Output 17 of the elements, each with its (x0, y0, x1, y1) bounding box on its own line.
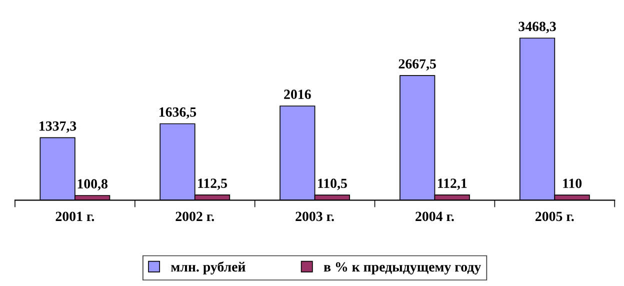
data-label: 2016 (284, 90, 311, 100)
x-tick-label: 2003 г. (296, 212, 334, 222)
data-label: 2667,5 (398, 59, 436, 71)
legend-label: млн. рублей (171, 262, 246, 274)
data-label: 100,8 (78, 179, 108, 191)
data-label: 110 (563, 178, 582, 188)
x-tick-label: 2001 г. (56, 212, 94, 222)
data-label: 3468,3 (518, 22, 556, 34)
data-label: 110,5 (318, 178, 347, 190)
data-label: 1337,3 (40, 121, 76, 133)
data-label: 112,1 (438, 178, 467, 190)
data-label: 112,5 (198, 178, 227, 190)
x-tick-label: 2004 г. (416, 212, 454, 222)
legend-label: в % к предыдущему году (324, 262, 481, 274)
data-label: 1636,5 (160, 107, 196, 119)
x-tick-label: 2005 г. (536, 212, 574, 222)
x-tick-label: 2002 г. (176, 212, 214, 222)
